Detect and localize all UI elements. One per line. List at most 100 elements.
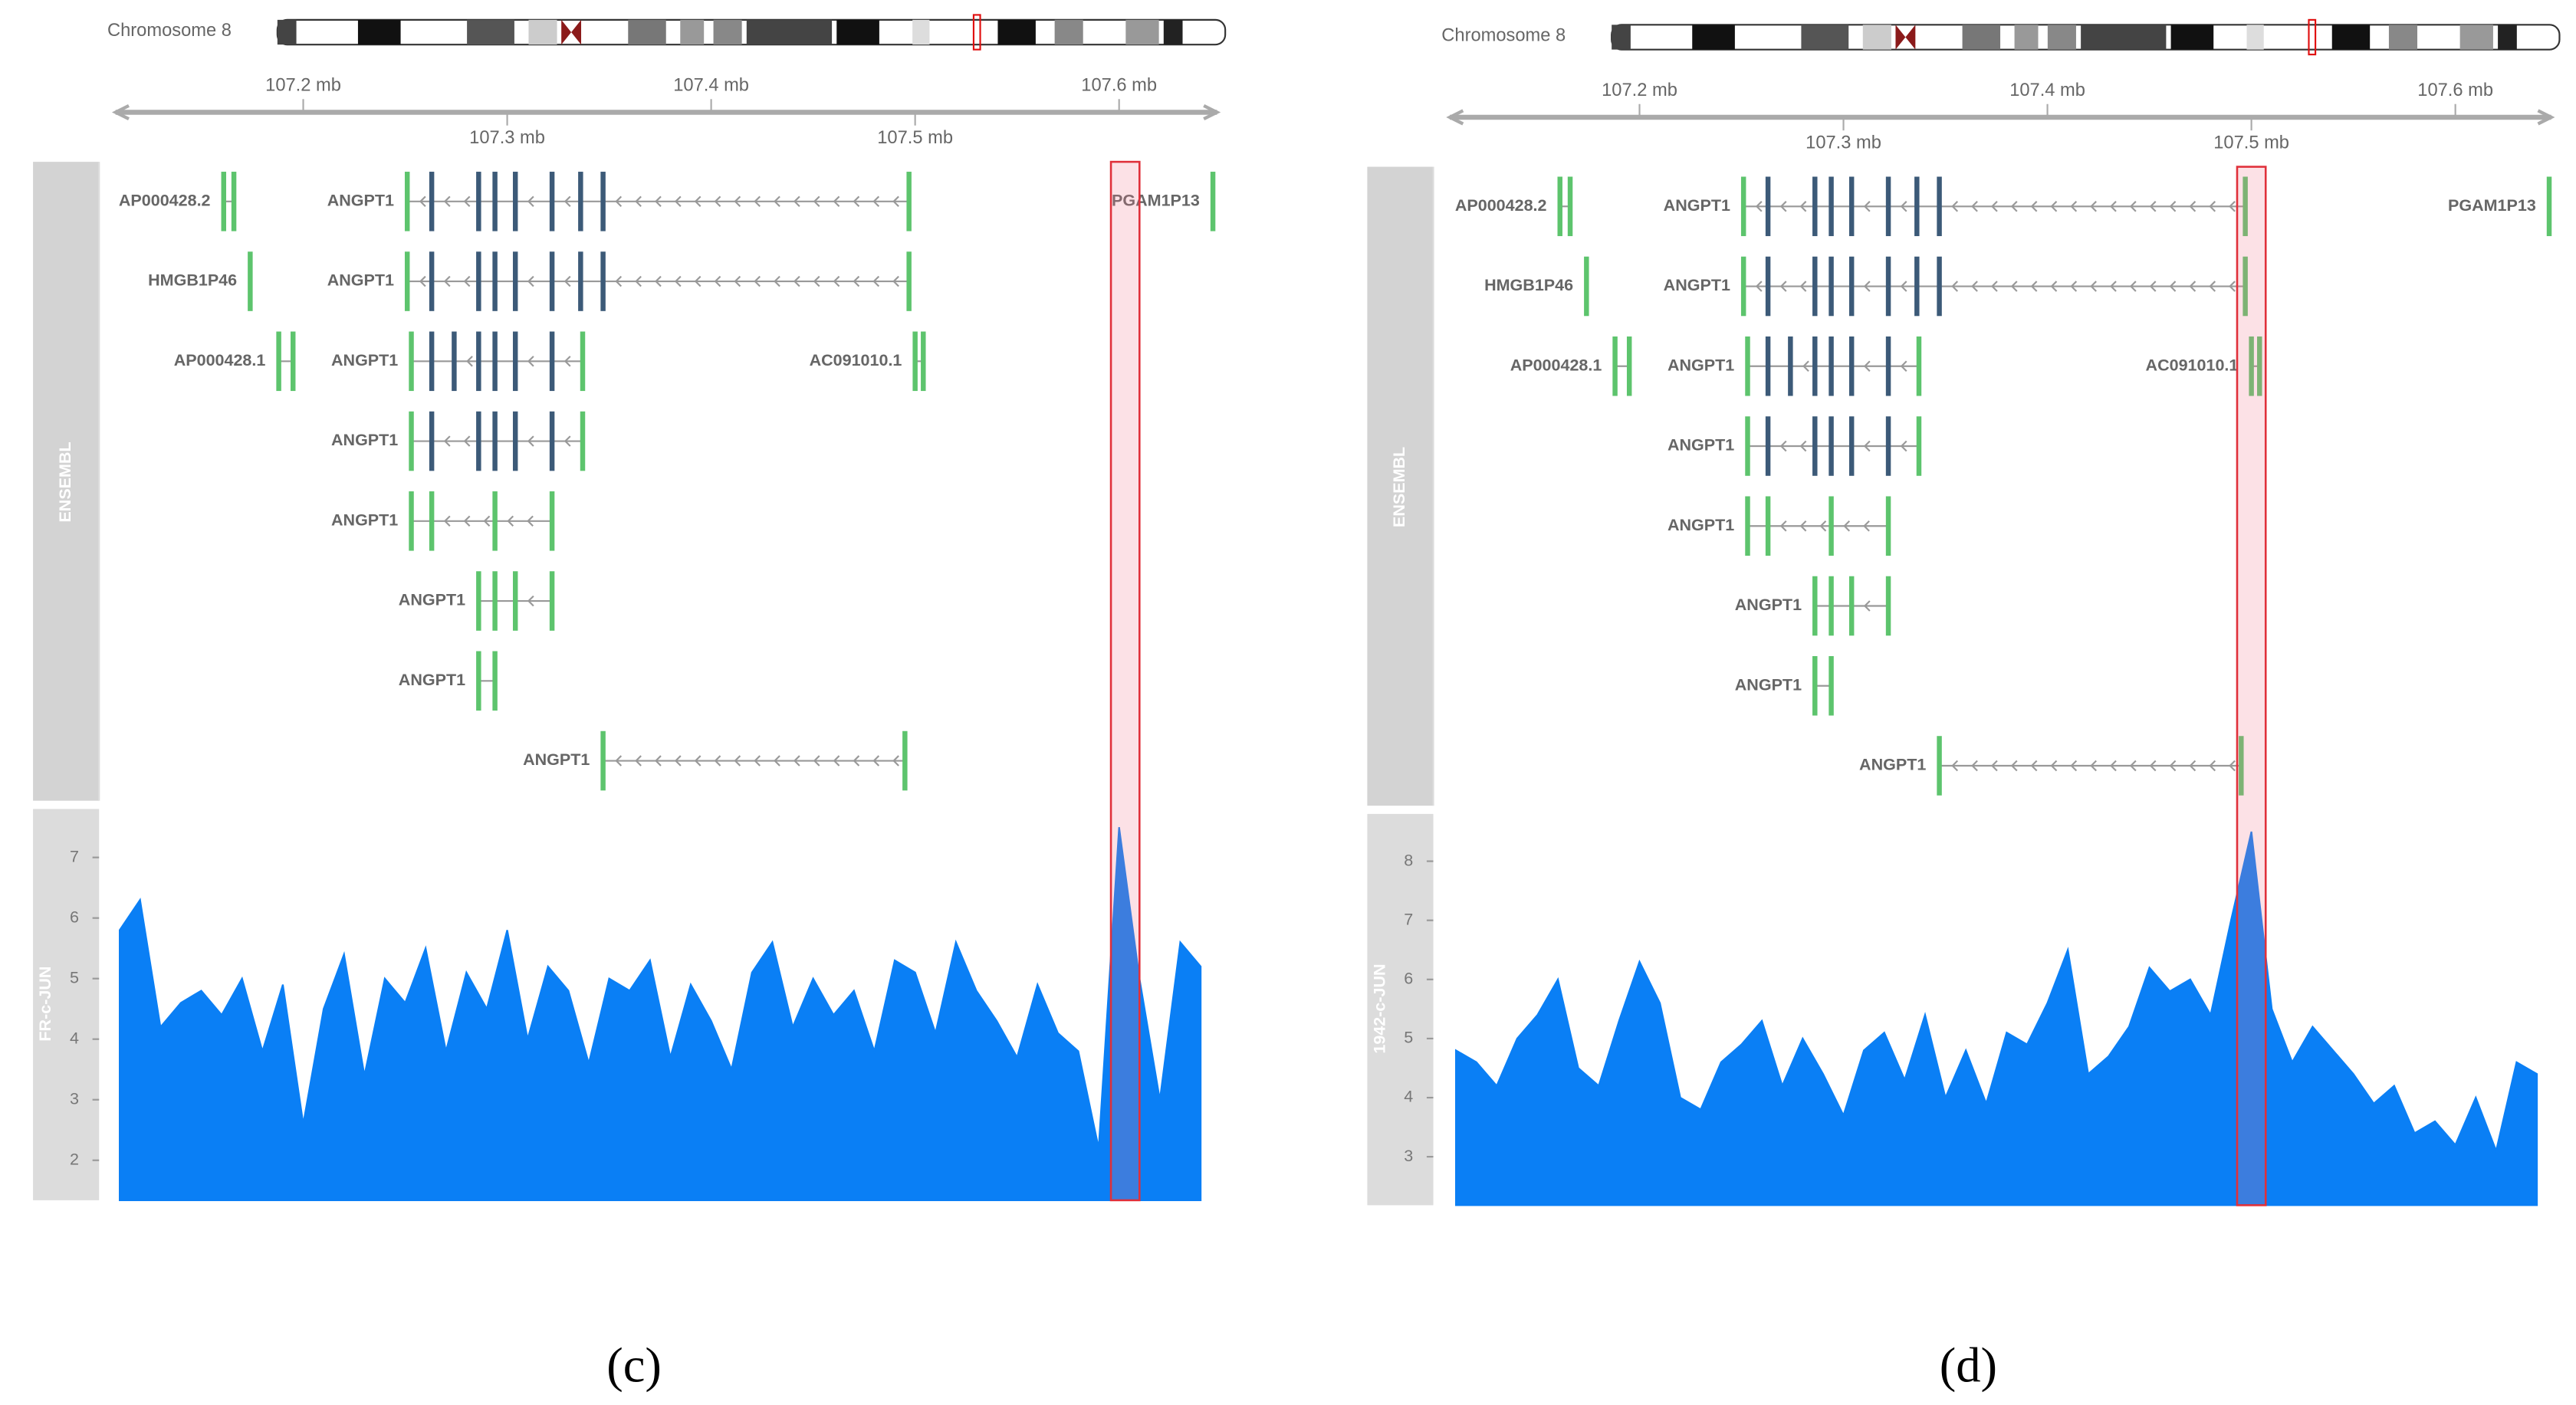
strand-arrow (2149, 281, 2157, 292)
exon (1848, 176, 1855, 237)
ideogram-band (2170, 25, 2214, 50)
strand-arrow (2090, 201, 2097, 212)
exon (1812, 176, 1818, 237)
strand-arrow (2030, 201, 2038, 212)
y-tick-label: 5 (70, 968, 79, 986)
strand-arrow (813, 195, 820, 208)
strand-arrow (2010, 281, 2018, 292)
strand-arrow (2129, 281, 2137, 292)
strand-arrow (463, 435, 471, 447)
strand-arrow (892, 755, 899, 767)
exon (549, 251, 555, 311)
strand-arrow (463, 515, 471, 527)
strand-arrow (419, 275, 426, 287)
strand-arrow (1863, 440, 1871, 452)
strand-arrow (2189, 760, 2196, 772)
strand-arrow (892, 275, 899, 287)
ideogram-band (1612, 25, 1631, 50)
strand-arrow (527, 515, 534, 527)
exon (476, 651, 481, 711)
strand-arrow (2209, 760, 2216, 772)
strand-arrow (1799, 440, 1807, 452)
strand-arrow (507, 515, 514, 527)
ideogram-band (1862, 25, 1891, 50)
exon (1829, 416, 1834, 476)
strand-arrow (853, 755, 860, 767)
exon (1745, 496, 1750, 556)
strand-arrow (714, 755, 721, 767)
exon (452, 331, 457, 392)
exon (2239, 736, 2244, 796)
strand-arrow (714, 195, 721, 208)
highlight (1109, 160, 1141, 1202)
exon (1765, 496, 1771, 556)
strand-arrow (2110, 201, 2117, 212)
gene-label: ANGPT1 (1664, 276, 1730, 294)
exon (1740, 176, 1746, 237)
strand-arrow (1779, 440, 1787, 452)
panel-label: (d) (1940, 1338, 1997, 1394)
gene-label: ANGPT1 (331, 431, 398, 449)
exon (902, 730, 908, 791)
strand-arrow (527, 595, 534, 607)
strand-arrow (674, 195, 682, 208)
exon (549, 172, 555, 231)
exon (492, 411, 498, 471)
y-tick-label: 8 (1404, 851, 1413, 869)
exon (1885, 416, 1891, 476)
strand-arrow (655, 195, 662, 208)
track-header (33, 809, 100, 1200)
ideogram-band (1962, 25, 2001, 50)
x-tick-label: 107.6 mb (2417, 80, 2493, 100)
ideogram-band (2388, 25, 2418, 50)
ideogram-band (746, 19, 833, 45)
exon (1885, 336, 1891, 396)
strand-arrow (813, 275, 820, 287)
strand-arrow (754, 275, 761, 287)
exon (231, 172, 237, 231)
strand-arrow (615, 275, 623, 287)
gene-label: ANGPT1 (523, 750, 590, 769)
exon (580, 331, 586, 392)
strand-arrow (1843, 520, 1851, 532)
gene-label: ANGPT1 (331, 351, 398, 369)
x-tick-label: 107.5 mb (877, 128, 953, 148)
exon (2242, 256, 2248, 317)
strand-arrow (853, 195, 860, 208)
strand-arrow (635, 755, 642, 767)
track-header (33, 162, 100, 801)
y-tick-label: 6 (1404, 969, 1413, 987)
exon (921, 331, 926, 392)
ideogram-band (2014, 25, 2039, 50)
track-header (1367, 166, 1434, 806)
strand-arrow (1900, 281, 1907, 292)
exon (248, 251, 253, 311)
exon (1885, 496, 1891, 556)
y-tick-label: 7 (70, 847, 79, 865)
ideogram-band (680, 19, 705, 45)
strand-arrow (527, 195, 534, 208)
track-title: ENSEMBL (56, 442, 74, 522)
x-tick-label: 107.4 mb (673, 75, 749, 95)
strand-arrow (813, 755, 820, 767)
signal-area (1454, 831, 2538, 1206)
exon (1788, 336, 1793, 396)
exon (429, 251, 435, 311)
exon (492, 172, 498, 231)
exon (1210, 172, 1216, 231)
strand-arrow (1951, 281, 1959, 292)
strand-arrow (734, 755, 741, 767)
ideogram-band (528, 19, 557, 45)
ideogram-band (628, 19, 666, 45)
strand-arrow (1971, 281, 1978, 292)
strand-arrow (793, 195, 800, 208)
strand-arrow (1779, 520, 1787, 532)
exon (512, 251, 518, 311)
exon (409, 491, 414, 551)
strand-arrow (2129, 760, 2137, 772)
x-tick-label: 107.2 mb (1602, 80, 1677, 100)
strand-arrow (615, 195, 623, 208)
exon (492, 251, 498, 311)
gene-label: ANGPT1 (327, 271, 394, 290)
exon (409, 411, 414, 471)
